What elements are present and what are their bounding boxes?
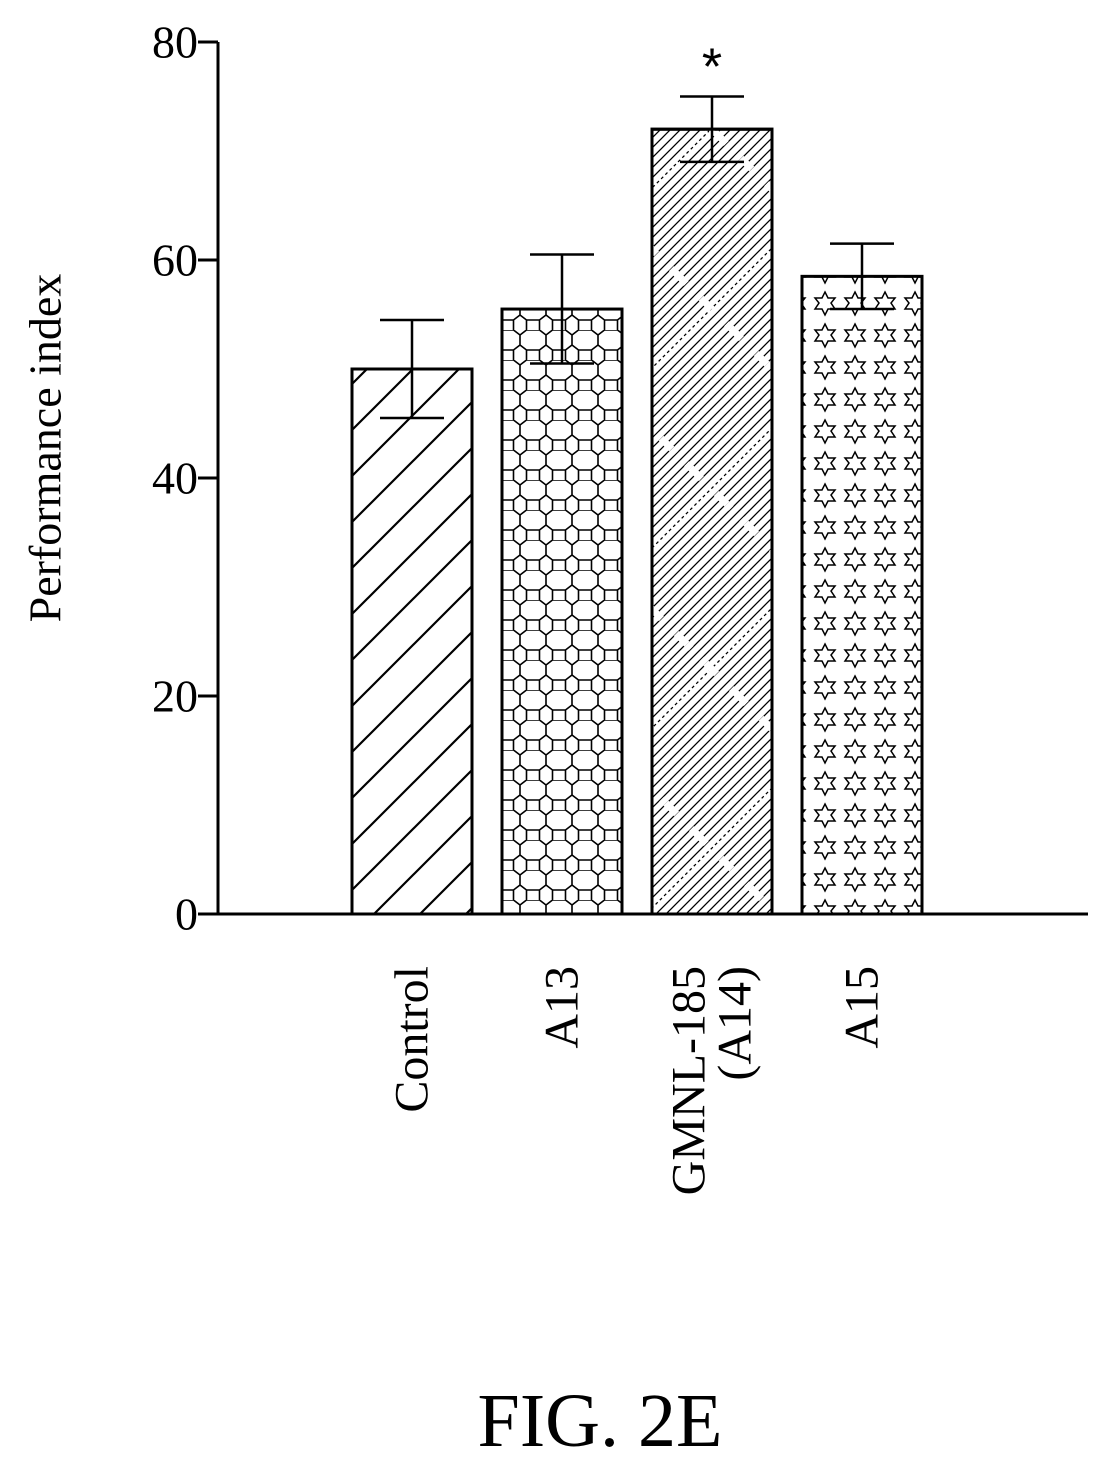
bar-4 (800, 274, 924, 916)
y-tick-label: 40 (152, 453, 198, 504)
error-bar-4 (830, 242, 894, 311)
figure-caption: FIG. 2E (478, 1379, 723, 1463)
y-axis-label: Performance index (20, 274, 71, 623)
error-bar-3 (680, 95, 744, 164)
category-label-2: A13 (536, 966, 589, 1049)
bar-3 (650, 127, 774, 916)
y-tick-label: 60 (152, 235, 198, 286)
category-label-3: GMNL-185 (663, 966, 716, 1195)
bar-2 (500, 307, 624, 916)
category-label-1: Control (386, 966, 439, 1113)
significance-marker: * (702, 39, 722, 97)
category-label-3: (A14) (709, 966, 762, 1081)
bar-1 (350, 367, 474, 916)
y-tick-label: 0 (175, 889, 198, 940)
category-label-4: A15 (836, 966, 889, 1049)
error-bar-2 (530, 253, 594, 365)
y-tick-label: 20 (152, 671, 198, 722)
error-bar-1 (380, 318, 444, 420)
y-tick-label: 80 (152, 17, 198, 68)
